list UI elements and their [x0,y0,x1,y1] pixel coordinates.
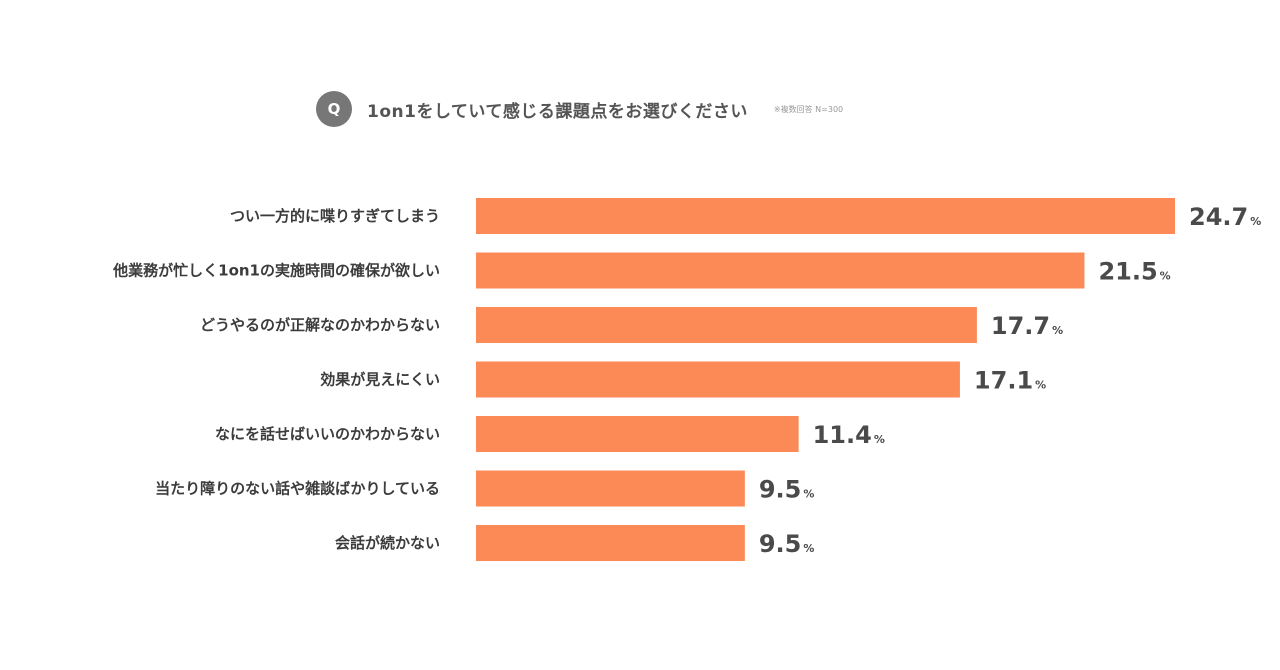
bar [476,307,977,343]
question-header: Q 1on1をしていて感じる課題点をお選びください ※複数回答 N=300 [316,89,843,129]
value-unit: % [874,433,885,446]
value-label: 17.1% [974,367,1046,395]
question-badge: Q [316,91,352,127]
category-label: 当たり障りのない話や雑談ばかりしている [155,480,440,498]
value-unit: % [803,488,814,501]
value-number: 17.1 [974,367,1033,395]
value-unit: % [803,542,814,555]
value-unit: % [1052,324,1063,337]
bar [476,361,960,398]
value-label: 9.5% [759,530,815,558]
value-number: 24.7 [1189,203,1248,231]
value-unit: % [1160,270,1171,283]
value-label: 17.7% [991,312,1063,340]
bar [476,470,745,507]
value-number: 9.5 [759,530,802,558]
value-number: 9.5 [759,476,802,504]
respondent-note: ※複数回答 N=300 [773,104,844,114]
bar [476,525,745,561]
value-number: 11.4 [813,421,872,449]
category-label: なにを話せばいいのかわからない [215,425,440,443]
category-label: 会話が続かない [335,534,440,552]
bar [476,416,799,452]
value-label: 21.5% [1098,258,1170,286]
value-unit: % [1035,379,1046,392]
value-number: 21.5 [1098,258,1157,286]
category-label: つい一方的に喋りすぎてしまう [230,207,440,225]
category-label: 効果が見えにくい [320,371,440,389]
bar [476,198,1176,234]
value-label: 11.4% [813,421,885,449]
category-label: どうやるのが正解なのかわからない [200,316,440,334]
question-title: 1on1をしていて感じる課題点をお選びください [367,101,748,122]
value-label: 9.5% [759,476,815,504]
bar [476,252,1085,289]
value-number: 17.7 [991,312,1050,340]
value-label: 24.7% [1189,203,1261,231]
category-label: 他業務が忙しく1on1の実施時間の確保が欲しい [112,262,440,280]
value-unit: % [1250,215,1261,228]
